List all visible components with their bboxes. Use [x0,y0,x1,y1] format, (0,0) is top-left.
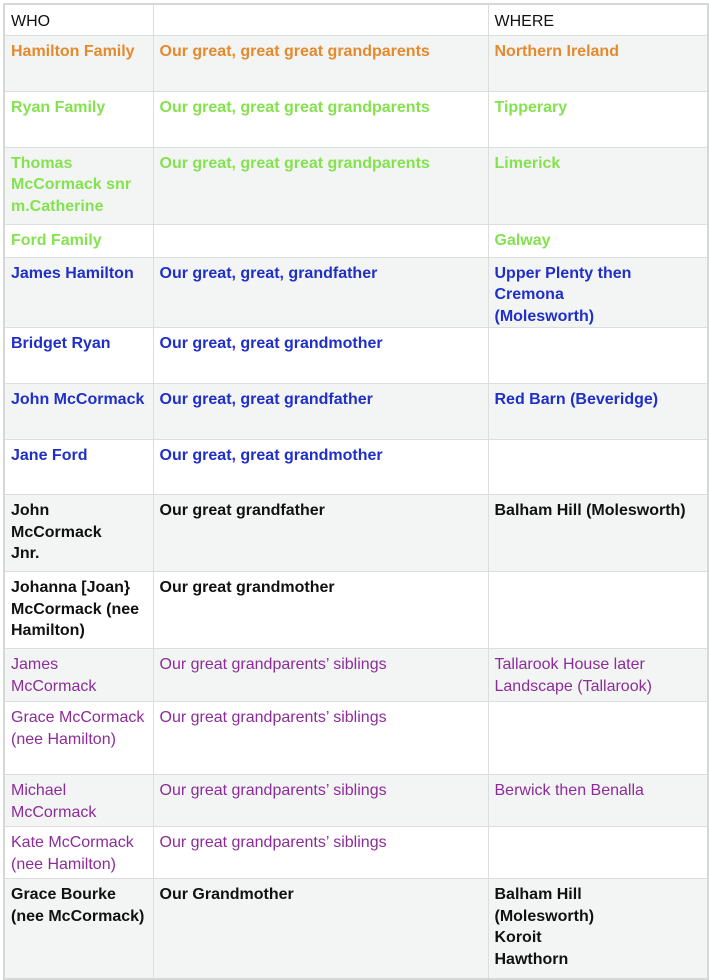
where-cell: Tallarook House later Landscape (Tallaro… [487,648,709,702]
table-row: Jane Ford Our great, great grandmother [3,439,709,495]
table-row: Michael McCormack Our great grandparents’… [3,774,709,827]
where-cell [487,571,709,649]
who-cell: Hamilton Family [3,34,154,92]
header-who: WHO [3,3,154,36]
who-cell: James Hamilton [3,256,154,328]
who-cell: Kate McCormack (nee Hamilton) [3,826,154,879]
where-cell: Limerick [487,146,709,225]
table-row: Johanna [Joan} McCormack (nee Hamilton) O… [3,571,709,649]
where-cell: Red Barn (Beveridge) [487,383,709,440]
table-row: James Hamilton Our great, great, grandfat… [3,256,709,328]
table-row: Bridget Ryan Our great, great grandmother [3,327,709,384]
relation-cell: Our Grandmother [152,878,489,979]
table-row: John McCormack Our great, great grandfath… [3,383,709,440]
table-row: Thomas McCormack snr m.Catherine Our grea… [3,146,709,225]
relation-cell: Our great grandparents’ siblings [152,648,489,702]
relation-cell: Our great, great grandmother [152,439,489,495]
table-row: Grace Bourke (nee McCormack) Our Grandmot… [3,878,709,979]
relation-cell: Our great, great great grandparents [152,146,489,225]
relation-cell: Our great, great great grandparents [152,34,489,92]
where-cell: Upper Plenty then Cremona (Molesworth) [487,256,709,328]
where-cell [487,327,709,384]
who-cell: Ryan Family [3,90,154,148]
header-row: WHO WHERE [3,3,709,36]
table-row: Ryan Family Our great, great great grandp… [3,90,709,148]
where-cell: Tipperary [487,90,709,148]
family-table: WHO WHERE Hamilton Family Our great, grea… [3,3,709,980]
relation-cell: Our great grandfather [152,494,489,572]
relation-cell: Our great grandmother [152,571,489,649]
who-cell: Ford Family [3,223,154,258]
table-row: Grace McCormack (nee Hamilton) Our great … [3,701,709,775]
where-cell: Balham Hill (Molesworth) [487,494,709,572]
table-row: Ford Family Galway [3,223,709,258]
who-cell: Grace McCormack (nee Hamilton) [3,701,154,775]
table-row: Kate McCormack (nee Hamilton) Our great g… [3,826,709,879]
table-row: John McCormack Jnr. Our great grandfather… [3,494,709,572]
who-cell: Jane Ford [3,439,154,495]
relation-cell: Our great, great grandmother [152,327,489,384]
table-row: James McCormack Our great grandparents’ s… [3,648,709,702]
who-cell: Grace Bourke (nee McCormack) [3,878,154,979]
who-cell: Thomas McCormack snr m.Catherine [3,146,154,225]
header-where: WHERE [487,3,709,36]
header-relation [152,3,489,36]
relation-cell: Our great, great grandfather [152,383,489,440]
where-cell [487,701,709,775]
relation-cell: Our great, great great grandparents [152,90,489,148]
relation-cell: Our great grandparents’ siblings [152,826,489,879]
where-cell: Northern Ireland [487,34,709,92]
relation-cell [152,223,489,258]
who-cell: Bridget Ryan [3,327,154,384]
who-cell: James McCormack [3,648,154,702]
where-cell [487,826,709,879]
relation-cell: Our great grandparents’ siblings [152,774,489,827]
who-cell: John McCormack [3,383,154,440]
where-cell: Berwick then Benalla [487,774,709,827]
who-cell: Johanna [Joan} McCormack (nee Hamilton) [3,571,154,649]
relation-cell: Our great, great, grandfather [152,256,489,328]
where-cell: Galway [487,223,709,258]
relation-cell: Our great grandparents’ siblings [152,701,489,775]
who-cell: John McCormack Jnr. [3,494,154,572]
where-cell: Balham Hill (Molesworth) Koroit Hawthorn [487,878,709,979]
where-cell [487,439,709,495]
who-cell: Michael McCormack [3,774,154,827]
table-row: Hamilton Family Our great, great great gr… [3,34,709,92]
